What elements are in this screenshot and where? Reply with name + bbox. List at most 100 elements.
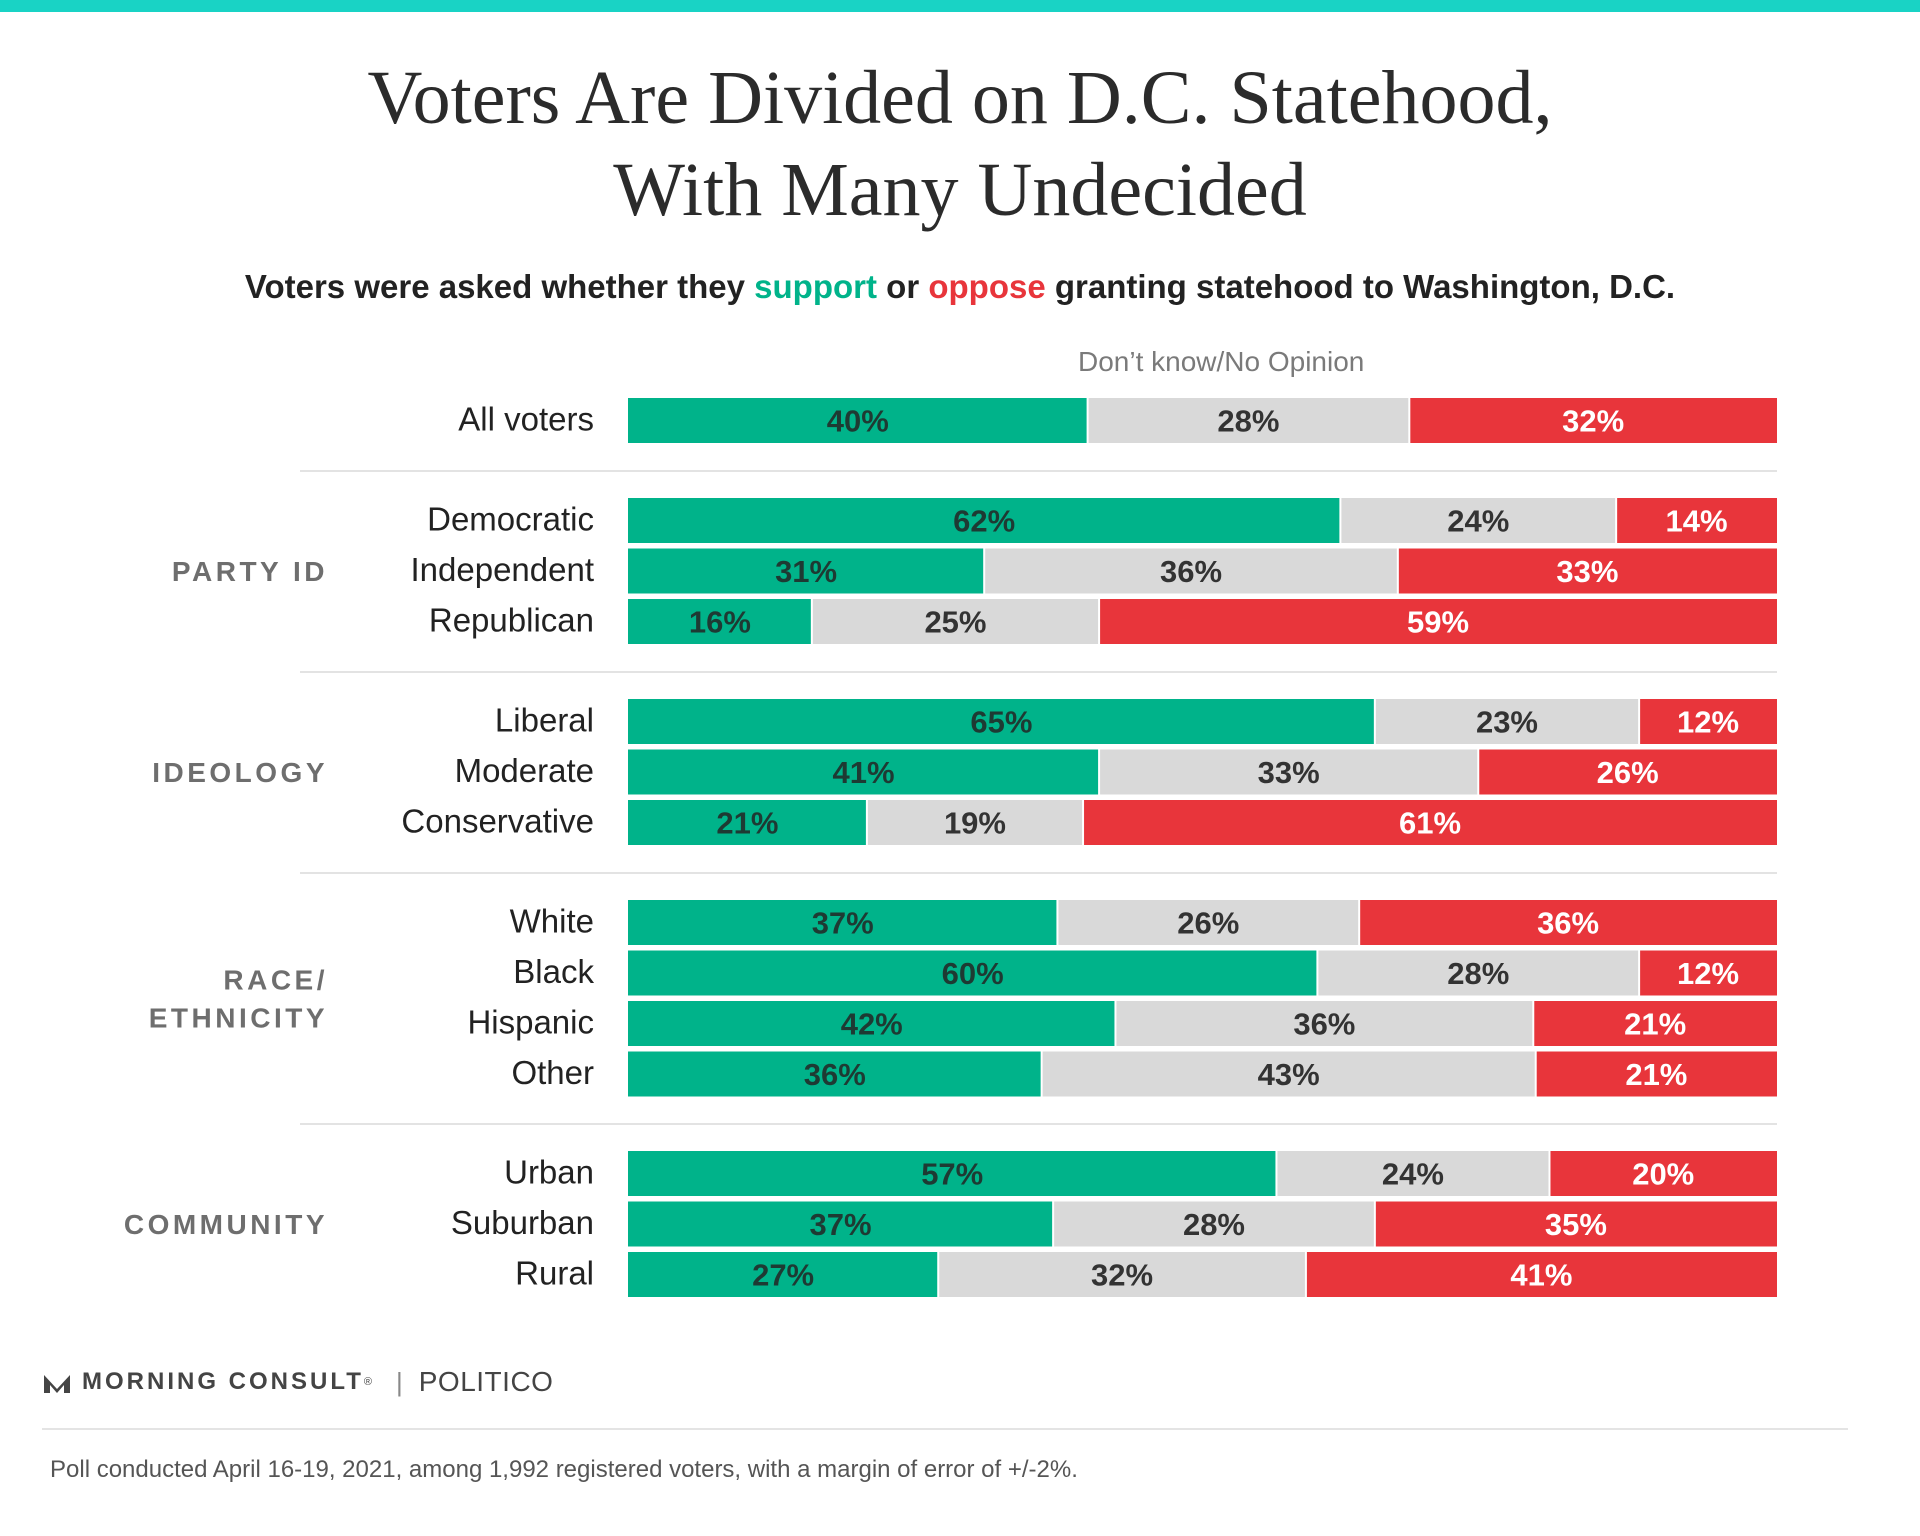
- bar-segment-oppose: [1305, 1252, 1777, 1297]
- bar-value-label: 25%: [924, 605, 986, 640]
- bar-segment-dontknow: [1057, 900, 1360, 945]
- segment-gap: [937, 1252, 940, 1297]
- group-label: COMMUNITY: [124, 1209, 328, 1240]
- bar-value-label: 32%: [1091, 1258, 1153, 1293]
- segment-gap: [1548, 1151, 1551, 1196]
- bar-value-label: 21%: [716, 806, 778, 841]
- segment-gap: [1339, 498, 1342, 543]
- group-label: RACE/: [223, 964, 328, 995]
- segment-gap: [1275, 1151, 1278, 1196]
- bar-segment-support: [628, 950, 1318, 996]
- row-label: Democratic: [427, 501, 594, 538]
- bar-segment-oppose: [1083, 800, 1777, 845]
- bar-segment-support: [628, 1001, 1116, 1046]
- bar-segment-oppose: [1099, 599, 1777, 644]
- bar-value-label: 24%: [1382, 1157, 1444, 1192]
- row-label: Rural: [515, 1255, 594, 1292]
- row-label: Hispanic: [467, 1004, 594, 1041]
- bar-value-label: 60%: [942, 956, 1004, 991]
- segment-gap: [1316, 950, 1319, 996]
- bar-value-label: 21%: [1625, 1057, 1687, 1092]
- row-label: Independent: [410, 551, 594, 588]
- bar-value-label: 14%: [1666, 504, 1728, 539]
- segment-gap: [1408, 398, 1411, 443]
- bar-value-label: 43%: [1258, 1057, 1320, 1092]
- bar-segment-dontknow: [1115, 1001, 1534, 1046]
- bar-value-label: 23%: [1476, 705, 1538, 740]
- bar-segment-oppose: [1616, 498, 1777, 543]
- segment-gap: [1638, 950, 1641, 996]
- bar-value-label: 28%: [1183, 1207, 1245, 1242]
- segment-gap: [1615, 498, 1618, 543]
- bar-value-label: 61%: [1399, 806, 1461, 841]
- bar-value-label: 36%: [1537, 906, 1599, 941]
- row-label: White: [510, 903, 594, 940]
- row-label: Liberal: [495, 702, 594, 739]
- segment-gap: [1534, 1051, 1537, 1097]
- bar-value-label: 36%: [1293, 1007, 1355, 1042]
- segment-gap: [865, 800, 868, 845]
- bar-segment-oppose: [1639, 699, 1777, 744]
- segment-gap: [810, 599, 813, 644]
- group-label: IDEOLOGY: [152, 757, 328, 788]
- bar-segment-support: [628, 498, 1341, 543]
- segment-gap: [1098, 749, 1101, 795]
- bar-segment-support: [628, 800, 867, 845]
- bar-segment-support: [628, 749, 1100, 795]
- bar-segment-dontknow: [1099, 749, 1479, 795]
- row-label: Black: [513, 953, 594, 990]
- bar-segment-oppose: [1478, 749, 1777, 795]
- bar-segment-support: [628, 548, 985, 594]
- subtitle-oppose-word: oppose: [928, 268, 1046, 305]
- dont-know-legend-label: Don’t know/No Opinion: [1078, 346, 1365, 377]
- segment-gap: [983, 548, 986, 594]
- segment-gap: [1082, 800, 1085, 845]
- bar-segment-dontknow: [1276, 1151, 1550, 1196]
- stacked-bar-chart: All voters 40% 28% 32% PARTY ID Democratic 62%…: [124, 398, 1777, 1297]
- group-label: PARTY ID: [172, 556, 328, 587]
- footnote: Poll conducted April 16-19, 2021, among …: [50, 1456, 1078, 1483]
- segment-gap: [1396, 548, 1399, 594]
- bar-value-label: 24%: [1447, 504, 1509, 539]
- bar-value-label: 35%: [1545, 1207, 1607, 1242]
- politico-wordmark: POLITICO: [418, 1366, 554, 1397]
- segment-gap: [1052, 1201, 1055, 1247]
- bar-segment-dontknow: [1053, 1201, 1375, 1247]
- segment-gap: [1304, 1252, 1307, 1297]
- bar-value-label: 31%: [775, 554, 837, 589]
- bar-segment-oppose: [1549, 1151, 1777, 1196]
- row-label: Other: [511, 1054, 594, 1091]
- bar-segment-oppose: [1535, 1051, 1777, 1097]
- segment-gap: [1373, 1201, 1376, 1247]
- bar-segment-oppose: [1639, 950, 1777, 996]
- bar-value-label: 62%: [953, 504, 1015, 539]
- segment-gap: [1040, 1051, 1043, 1097]
- row-label: Conservative: [401, 803, 594, 840]
- bar-segment-oppose: [1533, 1001, 1777, 1046]
- footer-divider: [42, 1428, 1848, 1430]
- bar-segment-oppose: [1409, 398, 1777, 443]
- segment-gap: [1098, 599, 1101, 644]
- bar-segment-dontknow: [866, 800, 1084, 845]
- bar-value-label: 16%: [689, 605, 751, 640]
- bar-segment-support: [628, 1151, 1277, 1196]
- bar-segment-support: [628, 900, 1058, 945]
- bar-segment-oppose: [1397, 548, 1777, 594]
- segment-gap: [1373, 699, 1376, 744]
- bar-value-label: 28%: [1217, 404, 1279, 439]
- bar-segment-dontknow: [938, 1252, 1306, 1297]
- registered-mark: ®: [363, 1376, 372, 1388]
- bar-segment-support: [628, 1051, 1042, 1097]
- bar-segment-support: [628, 699, 1375, 744]
- bar-segment-support: [628, 398, 1088, 443]
- bar-value-label: 33%: [1258, 755, 1320, 790]
- segment-gap: [1532, 1001, 1535, 1046]
- logo-row: MORNING CONSULT ® | POLITICO: [42, 1362, 553, 1402]
- bar-value-label: 28%: [1447, 956, 1509, 991]
- bar-segment-support: [628, 599, 812, 644]
- bar-value-label: 12%: [1677, 705, 1739, 740]
- bar-value-label: 41%: [1510, 1258, 1572, 1293]
- bar-segment-dontknow: [1087, 398, 1410, 443]
- morning-consult-logo-icon: [44, 1375, 70, 1393]
- bar-value-label: 26%: [1177, 906, 1239, 941]
